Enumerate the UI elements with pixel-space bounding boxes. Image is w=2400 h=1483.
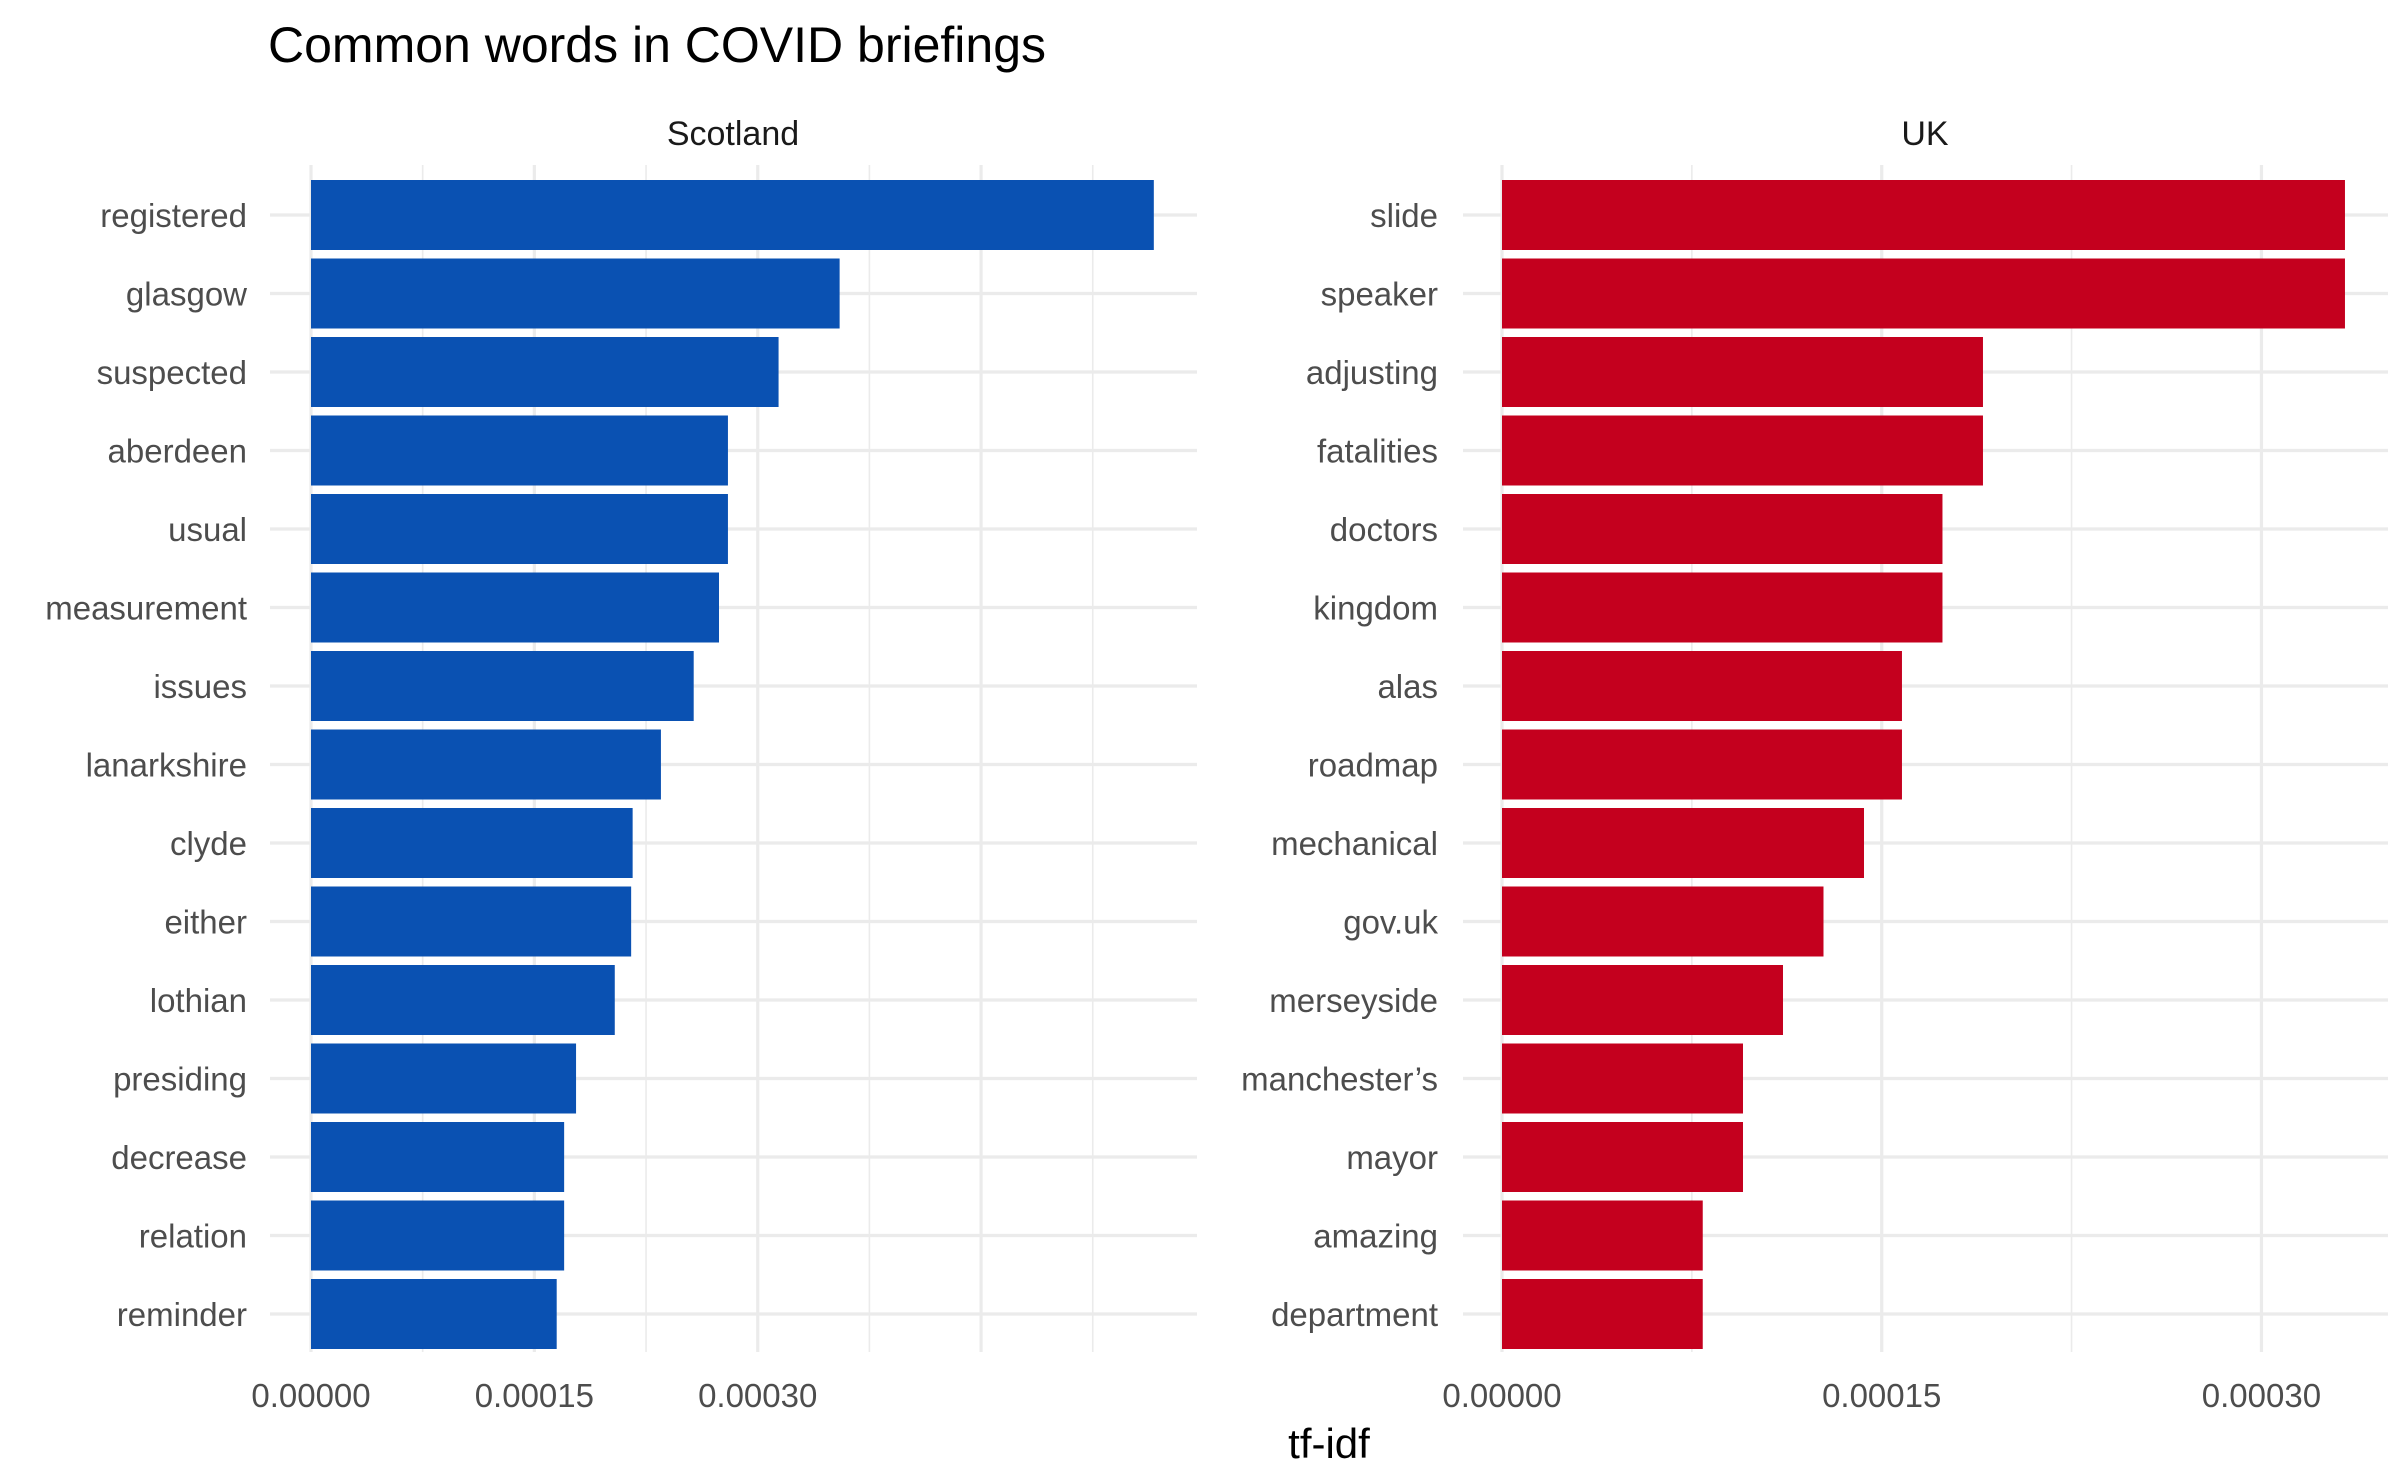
bar-uk-fatalities [1502, 415, 1983, 486]
bar-uk-slide [1502, 180, 2345, 250]
bar-uk-manchester-s [1502, 1043, 1743, 1114]
bar-scotland-usual [311, 494, 728, 564]
bar-scotland-either [311, 886, 632, 957]
bar-scotland-measurement [311, 572, 720, 643]
category-label: doctors [1330, 511, 1438, 548]
bar-uk-speaker [1502, 258, 2345, 329]
bar-uk-amazing [1502, 1200, 1703, 1271]
bar-uk-merseyside [1502, 965, 1783, 1035]
bar-uk-alas [1502, 651, 1902, 721]
category-label: adjusting [1306, 354, 1438, 391]
category-label: lothian [150, 982, 247, 1019]
bar-uk-adjusting [1502, 337, 1983, 407]
category-label: kingdom [1313, 590, 1438, 627]
category-label: mechanical [1271, 825, 1438, 862]
x-tick-label: 0.00015 [1822, 1377, 1941, 1414]
bar-scotland-issues [311, 651, 694, 721]
bar-scotland-relation [311, 1200, 565, 1271]
category-label: registered [100, 197, 247, 234]
category-label: measurement [45, 590, 247, 627]
category-label: merseyside [1269, 982, 1438, 1019]
category-label: aberdeen [108, 433, 247, 470]
x-tick-label: 0.00030 [2202, 1377, 2321, 1414]
category-label: roadmap [1308, 747, 1438, 784]
bar-scotland-lanarkshire [311, 729, 661, 800]
bar-scotland-clyde [311, 808, 633, 878]
category-label: slide [1370, 197, 1438, 234]
bar-scotland-decrease [311, 1122, 565, 1192]
bar-uk-doctors [1502, 494, 1943, 564]
x-tick-label: 0.00000 [251, 1377, 370, 1414]
category-label: suspected [97, 354, 247, 391]
category-label: glasgow [126, 276, 247, 313]
category-label: gov.uk [1343, 904, 1438, 941]
bar-scotland-lothian [311, 965, 615, 1035]
category-label: fatalities [1317, 433, 1438, 470]
category-label: presiding [113, 1061, 247, 1098]
category-label: mayor [1346, 1139, 1438, 1176]
category-label: reminder [117, 1296, 247, 1333]
category-label: amazing [1313, 1218, 1438, 1255]
category-label: lanarkshire [86, 747, 247, 784]
x-tick-label: 0.00015 [475, 1377, 594, 1414]
category-label: either [164, 904, 247, 941]
facet-title-uk: UK [1901, 115, 1949, 153]
bar-uk-mechanical [1502, 808, 1864, 878]
bar-scotland-glasgow [311, 258, 840, 329]
panel-uk: slide speaker adjusting fatalities doctors ki… [1241, 115, 2388, 1414]
bar-uk-kingdom [1502, 572, 1943, 643]
category-label: usual [168, 511, 247, 548]
bar-scotland-aberdeen [311, 415, 728, 486]
category-label: department [1271, 1296, 1438, 1333]
x-tick-label: 0.00030 [698, 1377, 817, 1414]
bar-uk-department [1502, 1279, 1703, 1349]
facet-title-scotland: Scotland [667, 115, 799, 153]
bar-uk-mayor [1502, 1122, 1743, 1192]
chart-title: Common words in COVID briefings [268, 17, 1046, 73]
bar-scotland-presiding [311, 1043, 577, 1114]
x-tick-label: 0.00000 [1442, 1377, 1561, 1414]
bar-scotland-reminder [311, 1279, 557, 1349]
panel-scotland: registered glasgow suspected aberdeen usual m… [45, 115, 1197, 1414]
bar-uk-roadmap [1502, 729, 1902, 800]
category-label: speaker [1321, 276, 1438, 313]
category-label: alas [1377, 668, 1438, 705]
category-label: clyde [170, 825, 247, 862]
bar-uk-gov-uk [1502, 886, 1824, 957]
category-label: decrease [111, 1139, 247, 1176]
category-label: manchester’s [1241, 1061, 1438, 1098]
category-label: issues [153, 668, 247, 705]
x-axis-label: tf-idf [1288, 1420, 1370, 1467]
category-label: relation [139, 1218, 247, 1255]
bar-scotland-registered [311, 180, 1154, 250]
bar-scotland-suspected [311, 337, 779, 407]
